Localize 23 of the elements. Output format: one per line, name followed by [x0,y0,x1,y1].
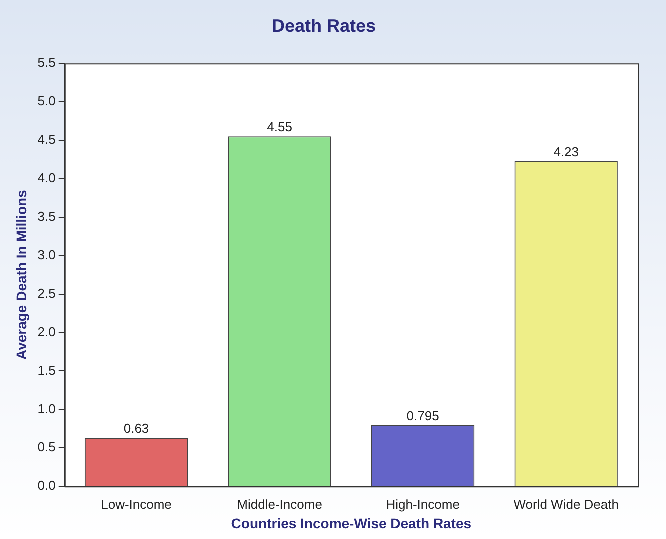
x-tick-label: High-Income [386,496,460,512]
data-label: 4.55 [267,120,292,135]
y-tick-label: 0.5 [38,440,56,455]
y-axis-title: Average Death In Millions [13,190,30,360]
x-tick-label: World Wide Death [514,496,619,512]
y-tick-label: 2.0 [38,324,56,340]
y-tick-label: 3.0 [38,247,56,262]
y-tick-label: 1.5 [38,362,56,378]
y-tick-label: 5.0 [38,94,56,109]
x-tick-label: Middle-Income [237,496,322,512]
y-tick-label: 5.5 [38,55,56,70]
y-tick-label: 0.0 [38,478,56,494]
y-tick-label: 3.5 [38,208,56,224]
chart-title: Death Rates [272,16,376,36]
y-tick-label: 4.0 [38,170,56,186]
y-tick-label: 2.5 [38,286,56,301]
x-tick-label: Low-Income [101,496,172,512]
data-label: 4.23 [554,144,580,160]
data-label: 0.63 [124,421,150,436]
data-label: 0.795 [406,408,440,424]
y-tick-label: 1.0 [38,401,56,416]
x-axis-title: Countries Income-Wise Death Rates [231,515,472,532]
y-tick-label: 4.5 [38,132,56,148]
